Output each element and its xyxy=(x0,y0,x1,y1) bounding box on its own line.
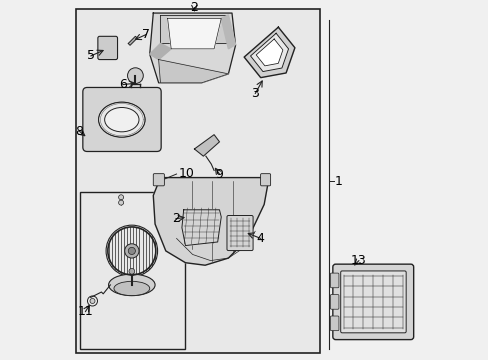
Text: 2: 2 xyxy=(190,1,198,14)
Text: 9: 9 xyxy=(215,167,223,180)
Text: 1: 1 xyxy=(334,175,342,188)
Circle shape xyxy=(124,244,139,258)
Polygon shape xyxy=(182,210,221,246)
Circle shape xyxy=(129,269,134,274)
Text: 7: 7 xyxy=(142,28,150,41)
FancyBboxPatch shape xyxy=(330,294,338,309)
FancyBboxPatch shape xyxy=(153,174,164,186)
FancyBboxPatch shape xyxy=(260,174,270,186)
FancyBboxPatch shape xyxy=(332,264,413,339)
Text: 10: 10 xyxy=(178,167,194,180)
Polygon shape xyxy=(160,15,228,44)
Polygon shape xyxy=(244,27,294,78)
Ellipse shape xyxy=(108,274,155,296)
Text: 11: 11 xyxy=(77,305,93,318)
Circle shape xyxy=(127,68,143,84)
Circle shape xyxy=(119,200,123,205)
Bar xyxy=(76,9,319,353)
Polygon shape xyxy=(153,177,267,265)
Polygon shape xyxy=(149,44,171,59)
Text: 5: 5 xyxy=(86,49,95,63)
Text: 12: 12 xyxy=(134,261,150,274)
FancyBboxPatch shape xyxy=(226,216,253,251)
Polygon shape xyxy=(250,33,288,72)
Text: 6: 6 xyxy=(119,78,126,91)
Text: 3: 3 xyxy=(251,87,259,100)
Polygon shape xyxy=(221,15,235,49)
FancyBboxPatch shape xyxy=(330,273,338,288)
Polygon shape xyxy=(158,59,228,83)
Ellipse shape xyxy=(99,102,145,137)
Ellipse shape xyxy=(114,281,149,296)
Polygon shape xyxy=(194,135,219,156)
Text: 2: 2 xyxy=(172,212,180,225)
Circle shape xyxy=(106,225,157,277)
Text: 8: 8 xyxy=(75,125,83,138)
Circle shape xyxy=(119,195,123,200)
Polygon shape xyxy=(167,18,221,49)
Bar xyxy=(80,192,185,349)
FancyBboxPatch shape xyxy=(340,271,406,333)
Polygon shape xyxy=(149,13,235,83)
Circle shape xyxy=(90,298,95,303)
FancyBboxPatch shape xyxy=(82,87,161,152)
Circle shape xyxy=(128,247,135,255)
FancyBboxPatch shape xyxy=(98,36,117,59)
Text: 4: 4 xyxy=(256,232,264,245)
Polygon shape xyxy=(256,39,283,66)
FancyBboxPatch shape xyxy=(330,316,338,331)
Polygon shape xyxy=(128,36,137,45)
Text: 13: 13 xyxy=(350,254,366,267)
Ellipse shape xyxy=(104,108,139,132)
